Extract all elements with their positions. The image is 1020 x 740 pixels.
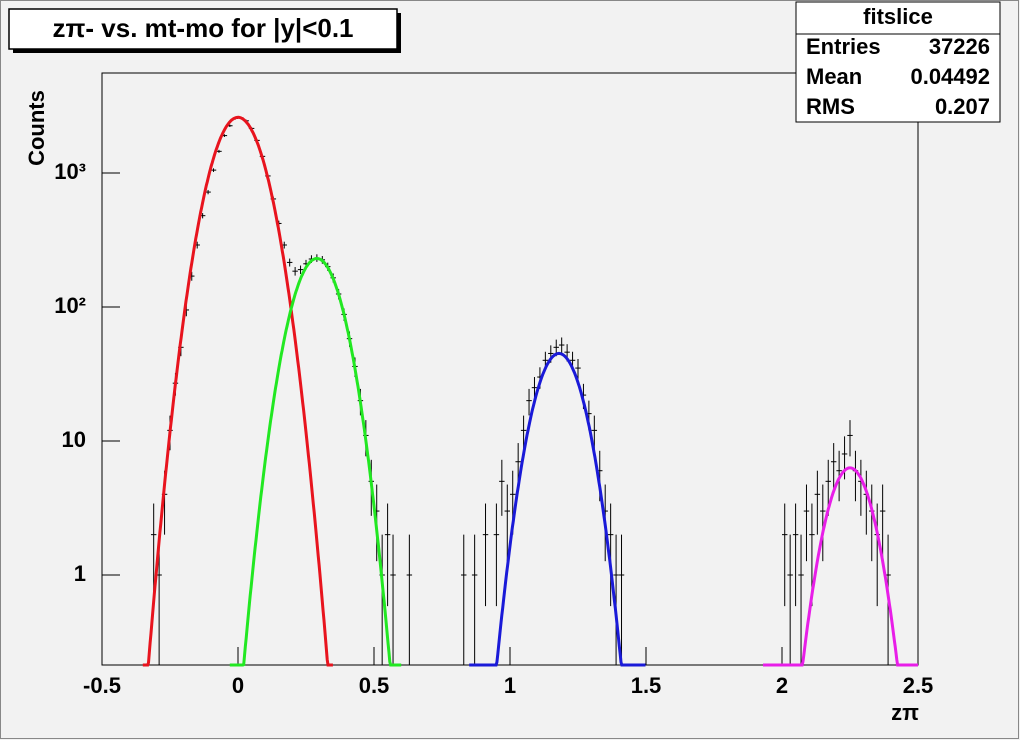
stats-label: RMS (806, 94, 855, 119)
x-tick-label: -0.5 (83, 673, 121, 698)
x-tick-label: 1.5 (631, 673, 662, 698)
stats-frame (795, 1, 1001, 123)
fit-curve (763, 466, 918, 667)
x-tick-label: 2.5 (903, 673, 934, 698)
y-axis-label: Counts (24, 90, 49, 166)
stats-title: fitslice (863, 4, 933, 29)
y-tick-label: 10³ (54, 159, 86, 184)
stats-label: Entries (806, 34, 881, 59)
y-tick-label: 1 (74, 561, 86, 586)
stats-value: 37226 (929, 34, 990, 59)
stats-label: Mean (806, 64, 862, 89)
y-tick-label: 10² (54, 293, 86, 318)
y-tick-label: 10 (62, 427, 86, 452)
stats-value: 0.207 (935, 94, 990, 119)
x-axis-label: zπ (891, 700, 919, 725)
stats-box: fitslice Entries 37226 Mean 0.04492 RMS … (795, 1, 1001, 123)
chart-title: zπ- vs. mt-mo for |y|<0.1 (52, 13, 353, 43)
fit-curve (142, 115, 333, 667)
stats-value: 0.04492 (910, 64, 990, 89)
x-tick-label: 2 (776, 673, 788, 698)
x-tick-label: 0 (232, 673, 244, 698)
x-tick-label: 0.5 (359, 673, 390, 698)
fit-curve (469, 351, 646, 667)
title-box (8, 8, 398, 50)
x-tick-label: 1 (504, 673, 516, 698)
fit-curve (229, 257, 402, 667)
